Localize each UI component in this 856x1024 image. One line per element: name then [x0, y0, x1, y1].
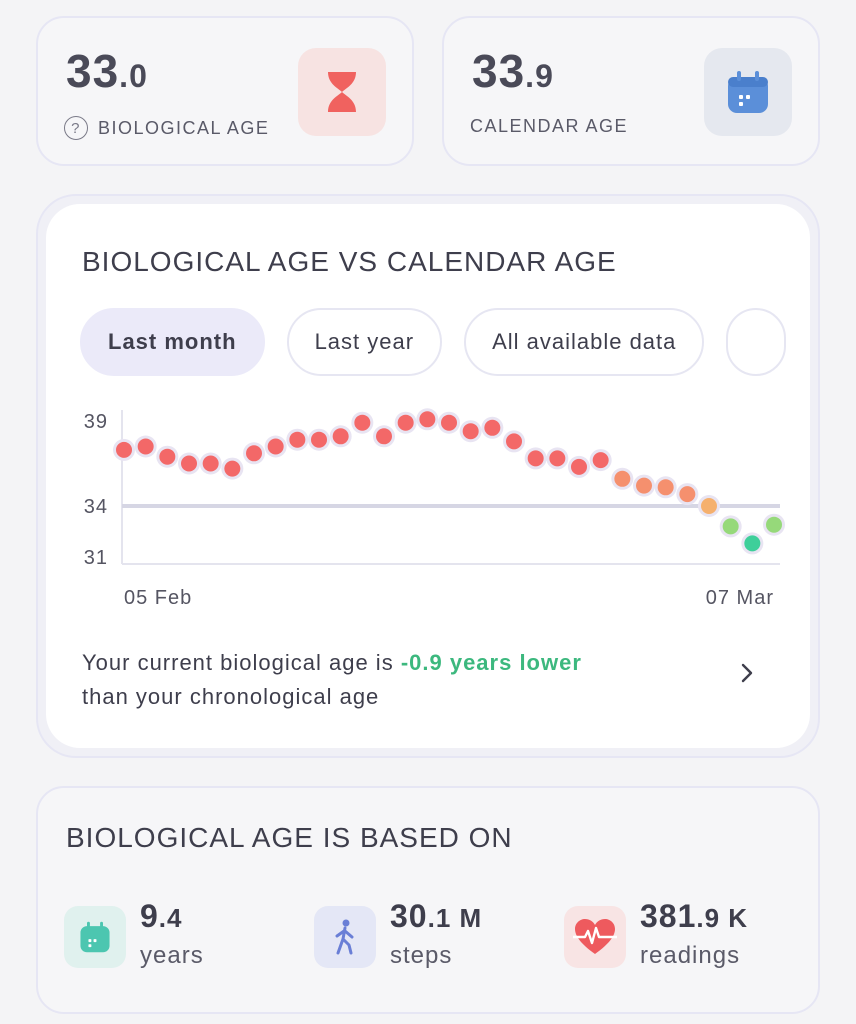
x-label-end: 07 Mar	[706, 587, 774, 609]
data-point[interactable]	[441, 414, 457, 431]
based-on-card: BIOLOGICAL AGE IS BASED ON 9.4 years 30.…	[36, 786, 820, 1014]
data-point[interactable]	[202, 455, 219, 472]
data-point[interactable]	[354, 414, 371, 431]
tab-last-month[interactable]: Last month	[80, 308, 265, 376]
hourglass-icon	[298, 48, 386, 136]
data-point[interactable]	[657, 479, 674, 496]
data-point[interactable]	[376, 428, 392, 445]
data-point[interactable]	[571, 458, 587, 475]
data-point[interactable]	[549, 450, 566, 467]
biological-age-value: 33.0	[66, 45, 148, 97]
biological-age-label: BIOLOGICAL AGE	[98, 117, 270, 138]
chevron-right-icon[interactable]	[740, 662, 754, 689]
based-on-title: BIOLOGICAL AGE IS BASED ON	[66, 822, 513, 853]
calendar-icon	[64, 906, 126, 968]
calendar-age-label-row: CALENDAR AGE	[470, 116, 628, 137]
calendar-icon	[704, 48, 792, 136]
data-point[interactable]	[267, 438, 284, 455]
metric-readings-value: 381.9 K	[640, 898, 749, 934]
data-point[interactable]	[116, 441, 132, 458]
bio-age-scatter-chart: 39 34 31 05 Feb 07 Mar	[84, 408, 785, 609]
data-point[interactable]	[484, 419, 501, 436]
y-tick-label: 34	[84, 496, 108, 518]
calendar-age-value: 33.9	[472, 45, 554, 97]
summary-highlight: -0.9 years lower	[400, 650, 582, 675]
data-point[interactable]	[289, 431, 306, 448]
data-point[interactable]	[744, 535, 761, 552]
metric-years-value: 9.4	[140, 898, 183, 934]
help-icon[interactable]: ?	[64, 116, 88, 140]
data-point[interactable]	[181, 455, 197, 472]
metric-steps-unit: steps	[390, 942, 453, 969]
data-point[interactable]	[332, 428, 349, 445]
heart-pulse-icon	[564, 906, 626, 968]
bio-vs-calendar-chart-card: BIOLOGICAL AGE VS CALENDAR AGE Last mont…	[46, 204, 810, 748]
data-point[interactable]	[419, 411, 436, 428]
data-point[interactable]	[137, 438, 154, 455]
data-point[interactable]	[462, 423, 479, 440]
data-point[interactable]	[614, 470, 631, 487]
y-tick-label: 31	[84, 547, 108, 569]
walking-person-icon	[314, 906, 376, 968]
data-point[interactable]	[159, 448, 176, 465]
time-range-tabs: Last month Last year All available data	[80, 308, 787, 376]
tab-last-year[interactable]: Last year	[286, 308, 443, 376]
tab-overflow[interactable]	[726, 308, 787, 376]
data-point[interactable]	[506, 433, 522, 450]
summary-prefix: Your current biological age is	[82, 650, 401, 675]
x-label-start: 05 Feb	[124, 587, 192, 609]
data-point[interactable]	[766, 516, 782, 533]
age-summary-text[interactable]: Your current biological age is -0.9 year…	[82, 646, 682, 714]
data-point[interactable]	[397, 414, 414, 431]
calendar-age-label: CALENDAR AGE	[470, 116, 629, 136]
metric-readings-unit: readings	[640, 942, 741, 969]
data-point[interactable]	[636, 477, 652, 494]
data-point[interactable]	[311, 431, 327, 448]
summary-suffix: than your chronological age	[82, 684, 380, 709]
data-point[interactable]	[246, 445, 262, 462]
calendar-age-card[interactable]: 33.9 CALENDAR AGE	[442, 16, 820, 166]
data-point[interactable]	[592, 452, 609, 469]
data-point[interactable]	[701, 498, 717, 514]
biological-age-card[interactable]: 33.0 ? BIOLOGICAL AGE	[36, 16, 414, 166]
tab-all-available-data[interactable]: All available data	[464, 308, 705, 376]
data-point[interactable]	[527, 450, 544, 467]
metric-years-unit: years	[140, 942, 204, 969]
data-point[interactable]	[722, 518, 739, 535]
data-point[interactable]	[224, 460, 241, 477]
data-point[interactable]	[679, 486, 696, 503]
chart-title: BIOLOGICAL AGE VS CALENDAR AGE	[82, 246, 617, 277]
y-tick-label: 39	[84, 411, 108, 433]
metric-steps-value: 30.1 M	[390, 898, 483, 934]
biological-age-label-row: ? BIOLOGICAL AGE	[64, 116, 269, 140]
